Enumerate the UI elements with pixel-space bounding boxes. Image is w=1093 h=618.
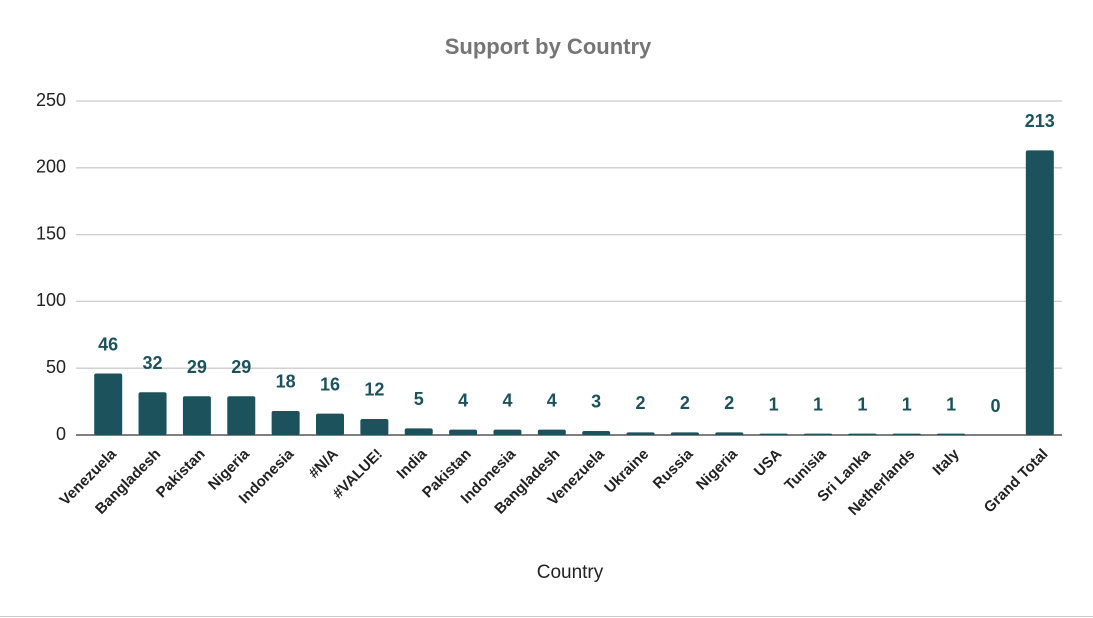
x-axis-title: Country xyxy=(537,562,604,583)
x-tick-label: Russia xyxy=(650,445,697,492)
bar xyxy=(493,429,522,435)
bar xyxy=(227,396,256,435)
bar xyxy=(892,433,921,435)
x-tick-label: Pakistan xyxy=(153,446,209,502)
value-label: 1 xyxy=(857,394,867,414)
value-label: 1 xyxy=(769,394,779,414)
value-label: 46 xyxy=(98,334,118,354)
value-label: 2 xyxy=(680,393,690,413)
value-label: 1 xyxy=(813,394,823,414)
x-tick-label: Grand Total xyxy=(981,446,1052,517)
value-label: 29 xyxy=(231,357,251,377)
bar xyxy=(1025,150,1054,435)
bar xyxy=(138,392,167,435)
bar xyxy=(848,433,877,435)
bar xyxy=(582,430,611,435)
bar xyxy=(937,433,966,435)
y-tick-label: 0 xyxy=(56,424,66,444)
x-tick-label: Italy xyxy=(929,445,963,479)
value-label: 32 xyxy=(143,353,163,373)
value-label: 3 xyxy=(591,392,601,412)
bar xyxy=(94,373,123,435)
bar xyxy=(449,429,478,435)
bar xyxy=(670,432,699,435)
x-tick-label: Nigeria xyxy=(693,445,741,493)
value-label: 16 xyxy=(320,374,340,394)
y-tick-label: 50 xyxy=(46,357,66,377)
chart-title: Support by Country xyxy=(445,34,652,59)
bar xyxy=(182,396,211,435)
x-tick-label: India xyxy=(394,445,431,482)
bar xyxy=(537,429,566,435)
x-tick-label: #N/A xyxy=(305,446,341,482)
value-label: 5 xyxy=(414,389,424,409)
value-label: 4 xyxy=(458,390,468,410)
bar xyxy=(404,428,433,435)
bar xyxy=(360,418,389,435)
y-tick-label: 150 xyxy=(36,223,66,243)
bar xyxy=(626,432,655,435)
bar xyxy=(316,413,344,435)
y-tick-label: 250 xyxy=(36,90,66,110)
value-label: 1 xyxy=(946,394,956,414)
value-label: 4 xyxy=(502,390,512,410)
bar xyxy=(804,433,832,435)
bar xyxy=(759,433,788,435)
y-tick-label: 200 xyxy=(36,157,66,177)
value-label: 29 xyxy=(187,357,207,377)
value-label: 213 xyxy=(1025,111,1055,131)
bar xyxy=(271,410,300,435)
value-label: 2 xyxy=(724,393,734,413)
y-tick-label: 100 xyxy=(36,290,66,310)
bar xyxy=(715,432,744,435)
value-label: 4 xyxy=(547,390,557,410)
x-tick-label: USA xyxy=(751,445,786,480)
value-label: 2 xyxy=(636,393,646,413)
value-label: 12 xyxy=(364,380,384,400)
value-label: 1 xyxy=(902,394,912,414)
value-label: 0 xyxy=(990,396,1000,416)
value-label: 18 xyxy=(276,372,296,392)
x-tick-label: Ukraine xyxy=(601,446,652,497)
